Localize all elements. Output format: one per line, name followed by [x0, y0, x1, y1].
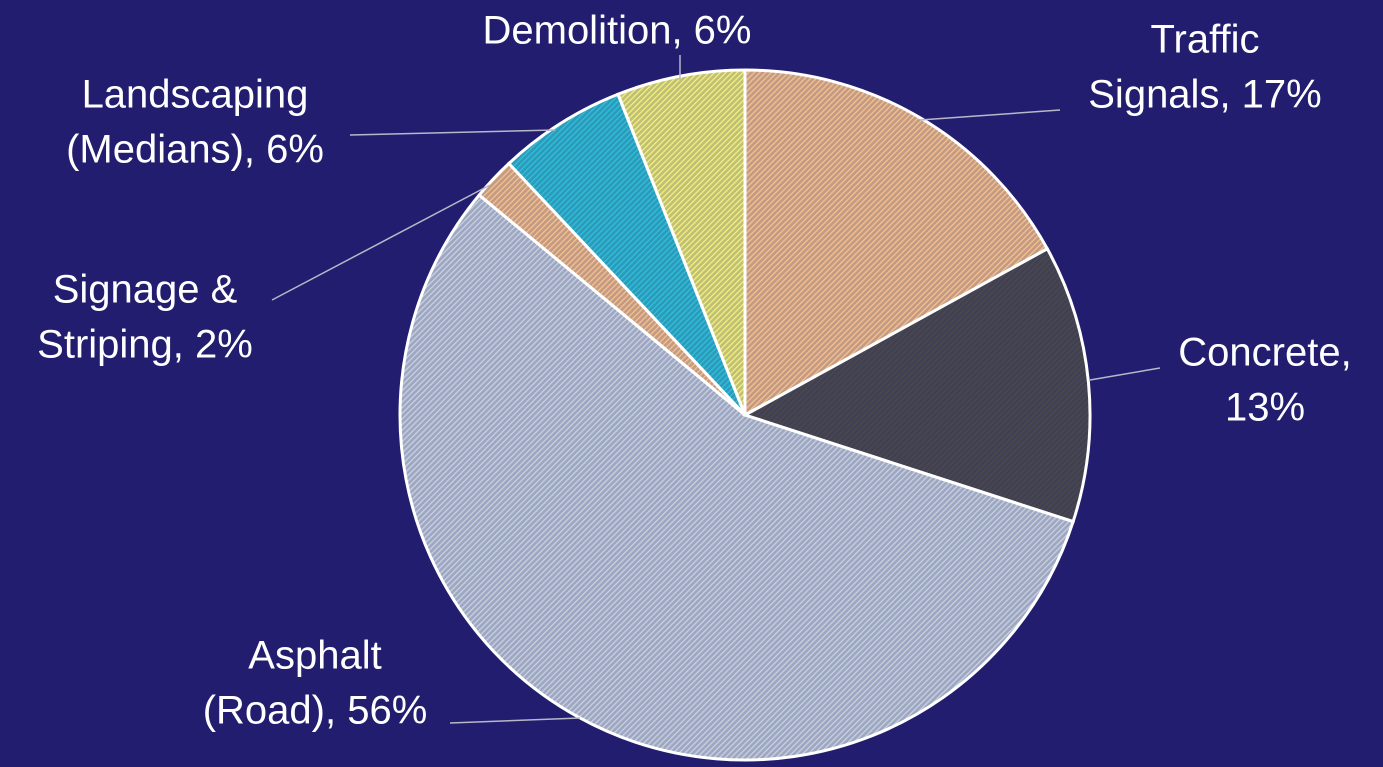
pie-slice [743, 68, 1050, 418]
data-label: Striping, 2% [37, 323, 253, 367]
data-label: (Road), 56% [203, 689, 428, 733]
leader-line [1089, 367, 1161, 381]
data-label: Landscaping [82, 73, 309, 117]
data-label: Signals, 17% [1088, 73, 1321, 117]
data-label: 13% [1225, 386, 1305, 430]
data-label: (Medians), 6% [66, 128, 324, 172]
data-label: Demolition, 6% [482, 9, 751, 53]
data-label: Traffic [1151, 18, 1260, 62]
leader-line [449, 717, 581, 724]
leader-line [271, 184, 491, 301]
data-label: Asphalt [248, 634, 381, 678]
pie-slice [741, 246, 1092, 524]
pie-slice [398, 192, 1076, 762]
pie-slice [506, 92, 747, 417]
leader-line [349, 129, 556, 136]
leader-line [919, 109, 1061, 121]
data-label: Concrete, [1178, 331, 1351, 375]
data-label: Signage & [53, 268, 238, 312]
